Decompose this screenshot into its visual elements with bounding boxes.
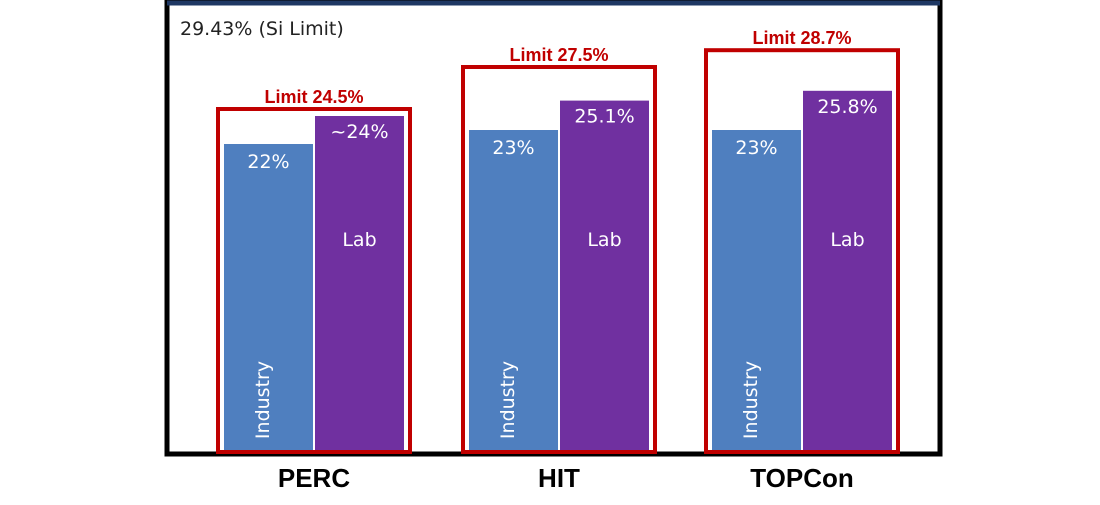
bar-industry-topcon <box>712 130 801 452</box>
value-label-lab-perc: ~24% <box>330 121 388 143</box>
value-label-industry-hit: 23% <box>492 137 534 159</box>
value-label-lab-topcon: 25.8% <box>817 96 877 118</box>
bar-lab-hit <box>560 100 649 452</box>
series-label-industry-hit: Industry <box>497 361 519 439</box>
bars-layer: 22% ~24% Industry Lab Limit 24.5% PERC 23% 25.1… <box>216 28 900 493</box>
category-label-hit: HIT <box>538 463 580 493</box>
bar-lab-topcon <box>803 90 892 453</box>
category-label-topcon: TOPCon <box>750 463 854 493</box>
series-label-industry-topcon: Industry <box>740 361 762 439</box>
bar-industry-hit <box>469 130 558 452</box>
category-label-perc: PERC <box>278 463 350 493</box>
value-label-lab-hit: 25.1% <box>574 106 634 128</box>
limit-box-topcon <box>704 48 900 454</box>
series-label-lab-hit: Lab <box>587 229 621 251</box>
limit-label-topcon: Limit 28.7% <box>752 28 851 48</box>
bar-lab-perc <box>315 116 404 452</box>
si-limit-annotation: 29.43% (Si Limit) <box>180 18 344 40</box>
limit-label-perc: Limit 24.5% <box>264 87 363 107</box>
bar-industry-perc <box>224 144 313 452</box>
limit-box-perc <box>216 107 412 454</box>
value-label-industry-perc: 22% <box>247 151 289 173</box>
series-label-lab-perc: Lab <box>342 229 376 251</box>
limit-label-hit: Limit 27.5% <box>509 45 608 65</box>
value-label-industry-topcon: 23% <box>735 137 777 159</box>
series-label-lab-topcon: Lab <box>830 229 864 251</box>
limit-box-hit <box>461 65 657 454</box>
series-label-industry-perc: Industry <box>252 361 274 439</box>
